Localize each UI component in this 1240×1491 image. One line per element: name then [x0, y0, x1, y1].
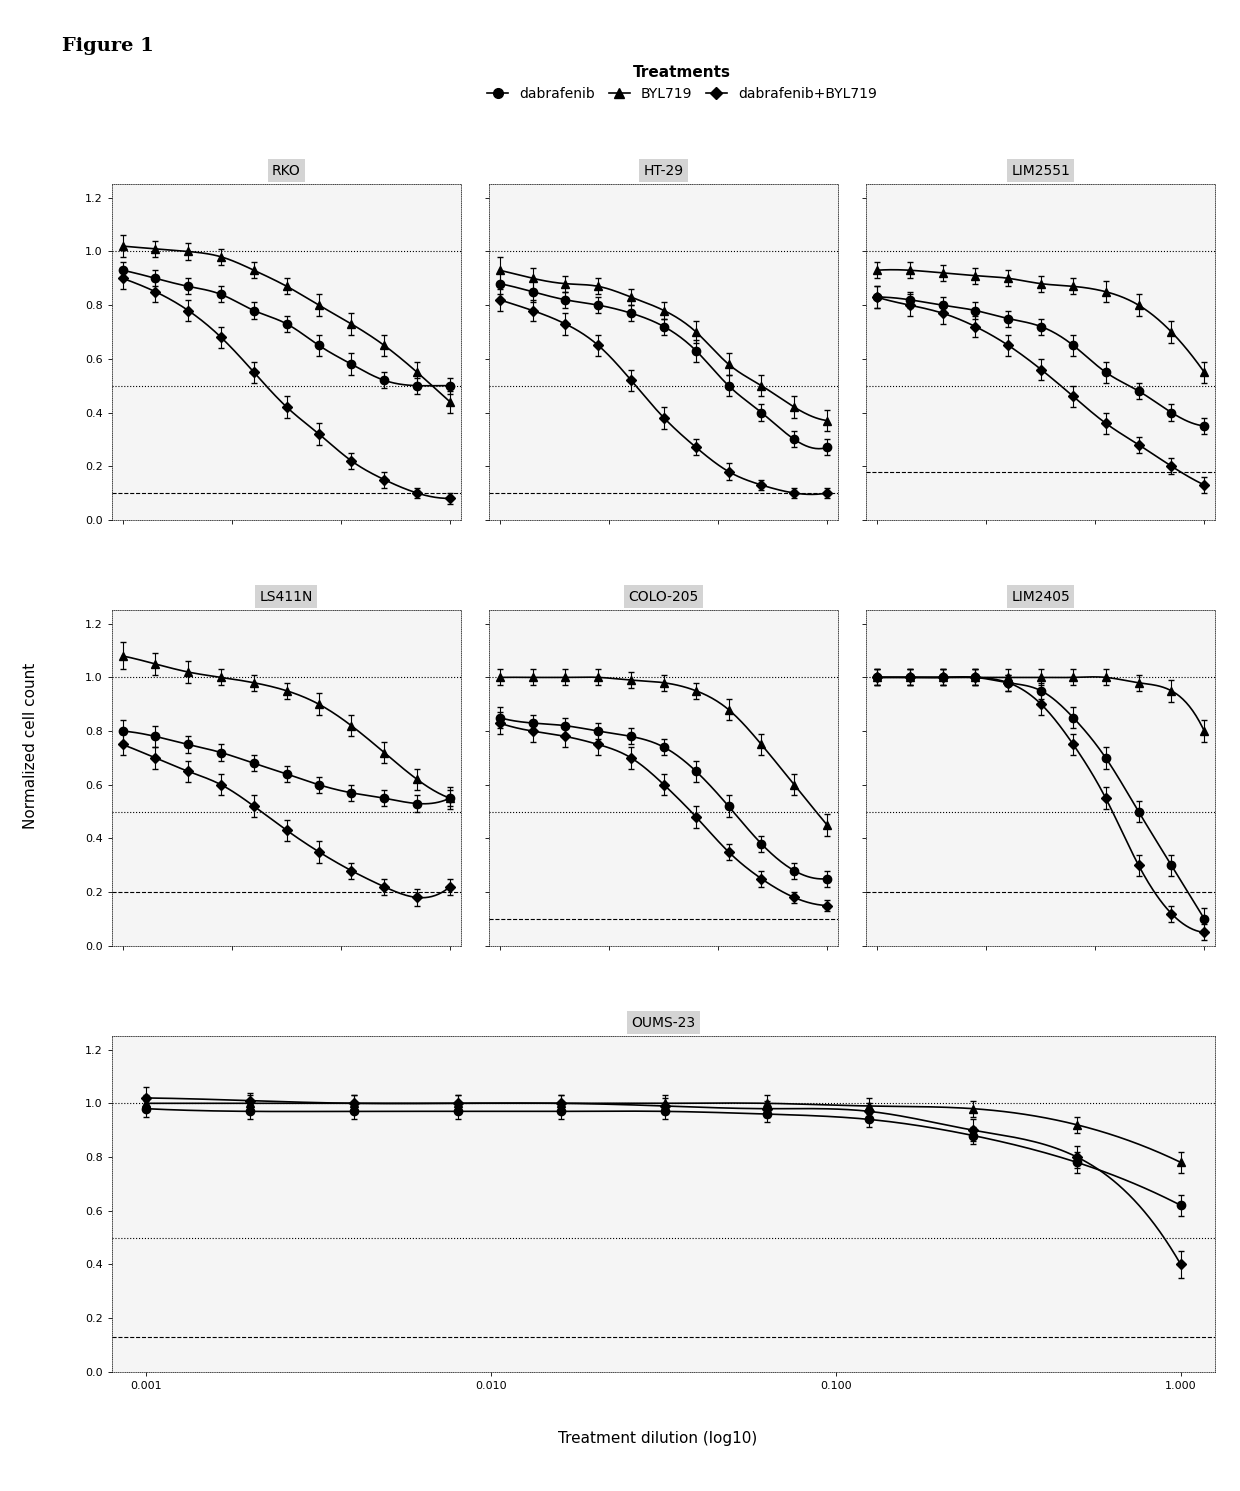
Text: Normalized cell count: Normalized cell count: [24, 662, 38, 829]
Text: LIM2405: LIM2405: [1011, 589, 1070, 604]
Text: OUMS-23: OUMS-23: [631, 1015, 696, 1029]
Text: RKO: RKO: [272, 164, 300, 177]
Text: Treatment dilution (log10): Treatment dilution (log10): [558, 1431, 756, 1446]
Legend: dabrafenib, BYL719, dabrafenib+BYL719: dabrafenib, BYL719, dabrafenib+BYL719: [481, 60, 883, 106]
Text: LIM2551: LIM2551: [1011, 164, 1070, 177]
Text: Figure 1: Figure 1: [62, 37, 154, 55]
Text: COLO-205: COLO-205: [629, 589, 698, 604]
Text: HT-29: HT-29: [644, 164, 683, 177]
Text: LS411N: LS411N: [259, 589, 312, 604]
